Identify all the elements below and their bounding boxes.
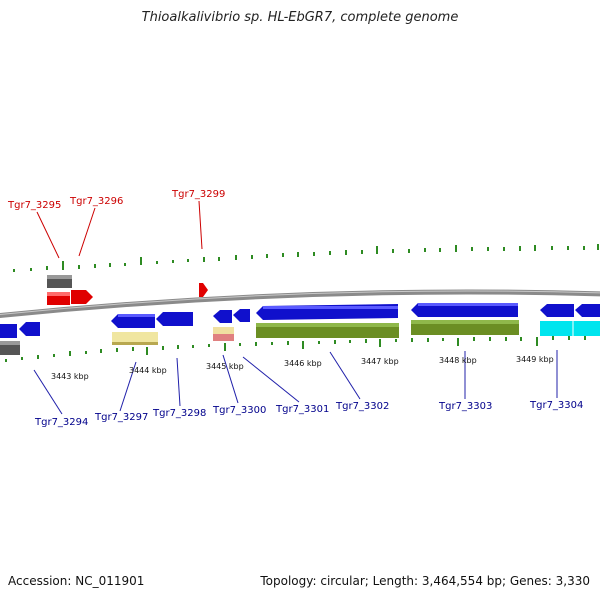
genome-backbone [0,289,600,319]
gene-arrow-tgr7-3300-b [233,309,250,322]
gene-arrow-tgr7-3299 [199,283,208,297]
gene-arrow-tgr7-3300-a [213,310,232,323]
feature-cyan [540,321,600,336]
accession-text: Accession: NC_011901 [8,574,145,588]
kbp-label-3443: 3443 kbp [51,372,89,381]
kbp-label-3448: 3448 kbp [439,356,477,365]
gene-arrow-tgr7-3294-b [19,322,40,336]
forward-label-lines [36,200,203,259]
kbp-label-3445: 3445 kbp [206,362,244,371]
gene-arrow-tgr7-3294-a [0,324,17,338]
gene-label-tgr7-3294[interactable]: Tgr7_3294 [34,417,88,428]
gene-label-tgr7-3301[interactable]: Tgr7_3301 [275,404,329,415]
gene-label-tgr7-3295[interactable]: Tgr7_3295 [7,200,61,211]
gene-arrow-tgr7-3298 [156,312,193,326]
gene-label-tgr7-3296[interactable]: Tgr7_3296 [69,196,123,207]
kbp-label-3446: 3446 kbp [284,359,322,368]
topology-text: Topology: circular; Length: 3,464,554 bp… [260,574,590,588]
gc-ticks-top [13,244,599,272]
gene-label-tgr7-3298[interactable]: Tgr7_3298 [152,408,206,419]
forward-features [47,275,208,305]
kbp-label-3444: 3444 kbp [129,366,167,375]
gene-arrow-tgr7-3303 [411,303,518,317]
kbp-label-3449: 3449 kbp [516,355,554,364]
gene-arrow-tgr7-3296 [71,290,93,304]
gene-arrow-tgr7-3297 [111,314,155,328]
reverse-features [0,303,600,355]
genome-backbone-highlight [0,290,600,316]
gene-label-tgr7-3300[interactable]: Tgr7_3300 [212,405,266,416]
gene-label-tgr7-3299[interactable]: Tgr7_3299 [171,189,225,200]
feature-tan [213,327,234,334]
gc-ticks-bottom [5,336,586,362]
gene-label-tgr7-3297[interactable]: Tgr7_3297 [94,412,148,423]
kbp-label-3447: 3447 kbp [361,357,399,366]
gene-label-tgr7-3303[interactable]: Tgr7_3303 [438,401,492,412]
map-title: Thioalkalivibrio sp. HL-EbGR7, complete … [141,10,459,25]
feature-pink [213,334,234,341]
gene-label-tgr7-3302[interactable]: Tgr7_3302 [335,401,389,412]
reverse-label-lines [33,350,558,415]
gene-label-tgr7-3304[interactable]: Tgr7_3304 [529,400,583,411]
gene-arrow-tgr7-3304-a [540,304,574,317]
feature-yellow [112,332,158,345]
gene-arrow-tgr7-3304-b [575,304,600,317]
